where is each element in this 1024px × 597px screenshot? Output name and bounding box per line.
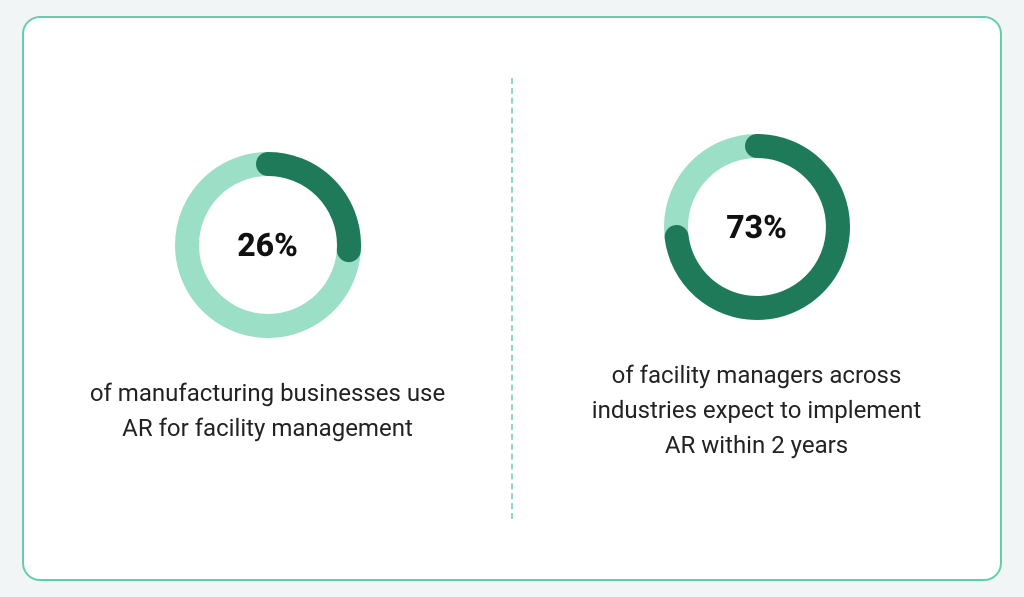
page-root: 26% of manufacturing businesses use AR f… xyxy=(0,0,1024,597)
donut-value-label: 73% xyxy=(664,134,850,320)
stat-caption: of facility managers across industries e… xyxy=(577,358,937,462)
stat-panel-left: 26% of manufacturing businesses use AR f… xyxy=(24,18,511,579)
donut-chart-manufacturing: 26% xyxy=(175,152,361,338)
donut-value-label: 26% xyxy=(175,152,361,338)
stat-card: 26% of manufacturing businesses use AR f… xyxy=(22,16,1002,581)
stat-panel-right: 73% of facility managers across industri… xyxy=(513,18,1000,579)
donut-chart-facility-managers: 73% xyxy=(664,134,850,320)
stat-caption: of manufacturing businesses use AR for f… xyxy=(88,376,448,446)
